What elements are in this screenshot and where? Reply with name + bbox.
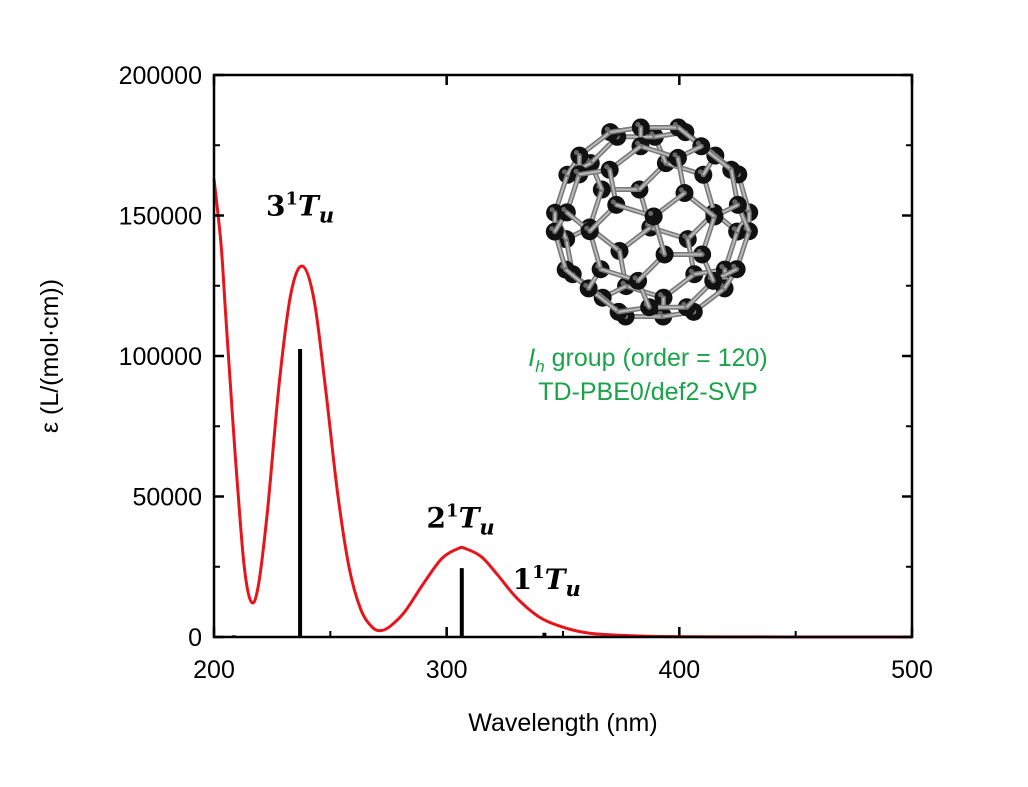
x-tick-label: 500: [891, 656, 933, 684]
state-label: 21Tu: [427, 500, 495, 539]
state-label: 31Tu: [266, 189, 334, 228]
x-tick-label: 400: [658, 656, 700, 684]
x-tick-label: 300: [426, 656, 468, 684]
method-label: TD-PBE0/def2-SVP: [538, 378, 758, 406]
y-tick-label: 150000: [119, 203, 202, 231]
y-tick-label: 100000: [119, 343, 202, 371]
y-tick-label: 0: [188, 624, 202, 652]
y-axis-label: ε (L/(mol·cm)): [36, 279, 64, 433]
c60-molecule-image: [545, 118, 759, 326]
y-tick-label: 50000: [132, 484, 202, 512]
x-tick-label: 200: [193, 656, 235, 684]
spectrum-line: [212, 178, 913, 639]
state-label: 11Tu: [513, 562, 581, 601]
y-tick-label: 200000: [119, 62, 202, 90]
x-axis-label: Wavelength (nm): [468, 709, 657, 737]
symmetry-group-label: Ih group (order = 120): [528, 344, 767, 376]
